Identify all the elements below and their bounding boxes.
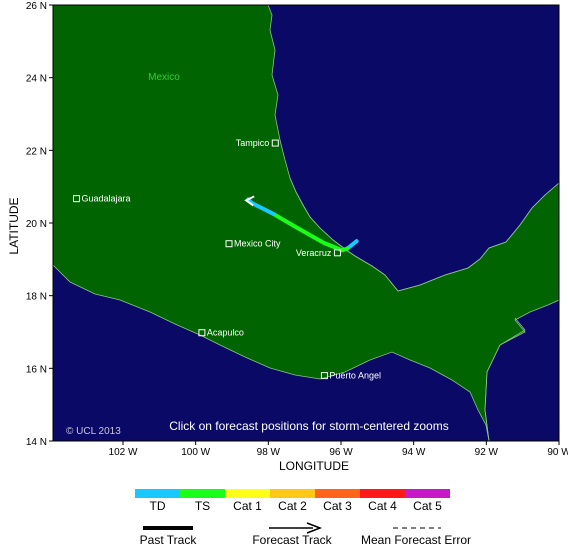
city-label: Acapulco bbox=[207, 328, 244, 338]
category-color-scale: TD TS Cat 1 Cat 2 Cat 3 Cat 4 Cat 5 bbox=[135, 489, 450, 513]
category-label: Cat 1 bbox=[233, 499, 262, 513]
city-label: Mexico City bbox=[234, 239, 281, 249]
city-markers: Tampico Guadalajara Mexico City Veracruz Aca… bbox=[72, 138, 381, 381]
category-swatch bbox=[180, 489, 225, 498]
x-tick-label: 98 W bbox=[257, 447, 281, 458]
category-label: Cat 2 bbox=[278, 499, 307, 513]
city-label: Puerto Angel bbox=[329, 371, 381, 381]
storm-track bbox=[244, 195, 359, 253]
y-tick-label: 20 N bbox=[26, 219, 47, 230]
track-end-marker[interactable] bbox=[244, 195, 255, 207]
x-tick-label: 92 W bbox=[475, 447, 499, 458]
city-marker bbox=[72, 195, 80, 203]
x-tick-label: 90 W bbox=[547, 447, 568, 458]
category-swatch bbox=[405, 489, 450, 498]
track-segment bbox=[293, 224, 327, 245]
city-label: Veracruz bbox=[296, 248, 332, 258]
x-tick-label: 96 W bbox=[329, 447, 353, 458]
y-tick-label: 24 N bbox=[26, 74, 47, 85]
x-tick-label: 100 W bbox=[181, 447, 210, 458]
category-label: TS bbox=[195, 499, 210, 513]
country-label-mexico: Mexico bbox=[148, 72, 180, 83]
x-axis-title: LONGITUDE bbox=[279, 459, 349, 473]
y-tick-label: 14 N bbox=[26, 437, 47, 448]
forecast-zoom-note: Click on forecast positions for storm-ce… bbox=[169, 419, 448, 433]
y-axis-ticks: 26 N 24 N 22 N 20 N 18 N 16 N 14 N bbox=[26, 1, 53, 448]
category-swatch bbox=[360, 489, 405, 498]
category-swatch bbox=[225, 489, 270, 498]
city-marker bbox=[225, 240, 233, 248]
city-label: Tampico bbox=[236, 138, 270, 148]
category-label: Cat 4 bbox=[368, 499, 397, 513]
track-segment bbox=[271, 211, 298, 229]
category-label: Cat 5 bbox=[413, 499, 442, 513]
bay-of-campeche-coast bbox=[289, 177, 399, 292]
city-marker bbox=[320, 372, 328, 380]
map-area[interactable]: Tampico Guadalajara Mexico City Veracruz Aca… bbox=[53, 5, 559, 441]
x-tick-label: 94 W bbox=[402, 447, 426, 458]
category-swatch bbox=[270, 489, 315, 498]
category-swatch bbox=[135, 489, 180, 498]
y-tick-label: 18 N bbox=[26, 292, 47, 303]
city-marker bbox=[198, 329, 206, 337]
y-axis-title: LATITUDE bbox=[7, 197, 21, 254]
copyright-text: © UCL 2013 bbox=[66, 426, 121, 437]
forecast-track-label: Forecast Track bbox=[252, 533, 332, 547]
track-legend: Past Track Forecast Track Mean Forecast … bbox=[140, 522, 471, 547]
track-segment bbox=[249, 201, 276, 216]
category-label: Cat 3 bbox=[323, 499, 352, 513]
city-marker bbox=[333, 249, 341, 257]
category-swatch bbox=[315, 489, 360, 498]
y-tick-label: 16 N bbox=[26, 364, 47, 375]
forecast-arrow-icon bbox=[306, 522, 323, 534]
pacific-coastline bbox=[53, 264, 490, 441]
track-segment bbox=[322, 240, 345, 253]
city-marker bbox=[271, 139, 279, 147]
y-tick-label: 22 N bbox=[26, 146, 47, 157]
city-label: Guadalajara bbox=[81, 194, 130, 204]
past-track-label: Past Track bbox=[140, 533, 198, 547]
x-tick-label: 102 W bbox=[109, 447, 138, 458]
mean-error-label: Mean Forecast Error bbox=[361, 533, 471, 547]
y-tick-label: 26 N bbox=[26, 1, 47, 12]
pacific-ocean bbox=[53, 265, 489, 441]
category-label: TD bbox=[150, 499, 166, 513]
x-axis-ticks: 102 W 100 W 98 W 96 W 94 W 92 W 90 W bbox=[109, 441, 568, 458]
international-border bbox=[484, 317, 526, 441]
yucatan-coast bbox=[397, 182, 559, 292]
